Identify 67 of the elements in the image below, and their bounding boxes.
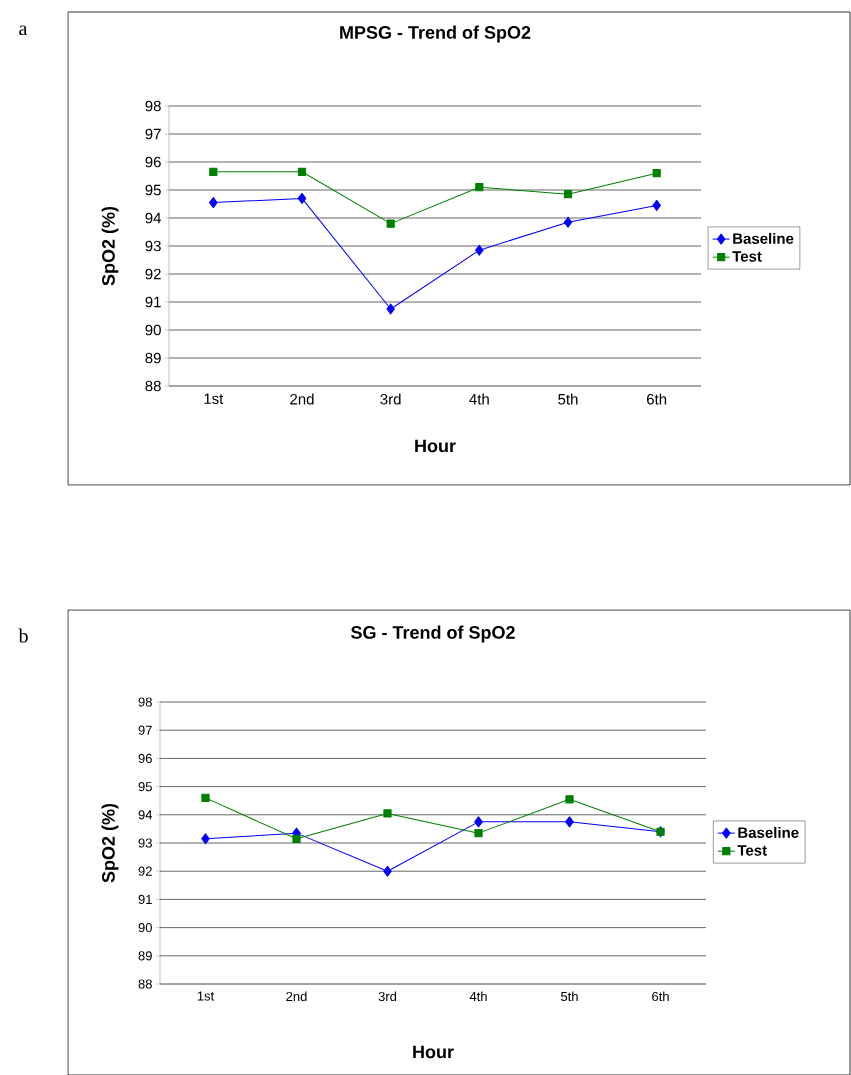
legend-label: Test — [737, 845, 767, 856]
x-tick-label: 6th — [652, 991, 669, 1002]
point — [475, 183, 484, 192]
y-tick-label: 95 — [138, 782, 152, 792]
x-tick-label: 2nd — [290, 393, 314, 405]
legend-label: Baseline — [733, 232, 794, 244]
y-tick-label: 92 — [145, 268, 161, 280]
point — [201, 833, 210, 845]
y-tick-label: 96 — [145, 156, 161, 168]
point — [475, 244, 484, 256]
y-tick-label: 98 — [138, 697, 152, 707]
point — [474, 829, 483, 838]
point — [652, 199, 661, 211]
y-tick-label: 90 — [138, 923, 152, 933]
y-tick-label: 94 — [145, 212, 162, 224]
x-tick-label: 5th — [558, 393, 578, 405]
x-axis-title: Hour — [413, 1045, 454, 1059]
y-tick-label: 91 — [145, 296, 161, 308]
legend-label: Baseline — [738, 826, 799, 838]
legend-label: Test — [732, 251, 762, 262]
point — [297, 192, 307, 204]
y-tick-label: 88 — [145, 380, 161, 392]
x-tick-label: 5th — [560, 991, 578, 1002]
y-tick-label: 90 — [145, 324, 161, 336]
point — [209, 167, 218, 176]
y-tick-label: 89 — [138, 951, 152, 961]
y-tick-label: 93 — [145, 240, 161, 252]
y-tick-label: 97 — [138, 725, 152, 735]
y-tick-label: 96 — [138, 753, 152, 764]
point — [565, 795, 574, 804]
x-tick-label: 3rd — [380, 393, 401, 405]
y-tick-label: 88 — [138, 979, 152, 989]
point — [565, 816, 574, 828]
x-tick-label: 1st — [197, 991, 215, 1001]
text: a — [19, 25, 28, 36]
point — [652, 169, 661, 178]
x-tick-label: 4th — [469, 393, 489, 405]
x-tick-label: 6th — [647, 393, 667, 405]
y-tick-label: 95 — [145, 184, 161, 196]
point — [383, 865, 392, 877]
y-tick-label: 94 — [138, 810, 153, 820]
x-tick-label: 4th — [469, 991, 487, 1002]
chart-title: SG - Trend of SpO2 — [351, 625, 515, 643]
x-tick-label: 3rd — [378, 991, 397, 1002]
y-tick-label: 98 — [145, 100, 161, 112]
x-tick-label: 2nd — [286, 991, 307, 1002]
point — [383, 809, 392, 818]
point — [386, 303, 395, 315]
chart-title: MPSG - Trend of SpO2 — [340, 25, 531, 43]
point — [209, 197, 218, 209]
y-tick-label: 91 — [138, 894, 152, 905]
x-axis-title: Hour — [415, 439, 456, 453]
y-tick-label: 93 — [138, 838, 152, 848]
point — [563, 216, 573, 228]
point — [292, 834, 301, 843]
point — [563, 190, 573, 199]
y-tick-label: 89 — [145, 352, 161, 364]
y-tick-label: 97 — [145, 128, 161, 140]
point — [201, 793, 210, 802]
point — [474, 816, 483, 828]
point — [386, 219, 395, 228]
x-tick-label: 1st — [204, 393, 224, 404]
point — [297, 167, 307, 176]
y-axis-title: SpO2 (%) — [101, 803, 119, 883]
y-tick-label: 92 — [138, 866, 152, 876]
y-axis-title: SpO2 (%) — [101, 206, 119, 286]
text: b — [18, 628, 28, 643]
